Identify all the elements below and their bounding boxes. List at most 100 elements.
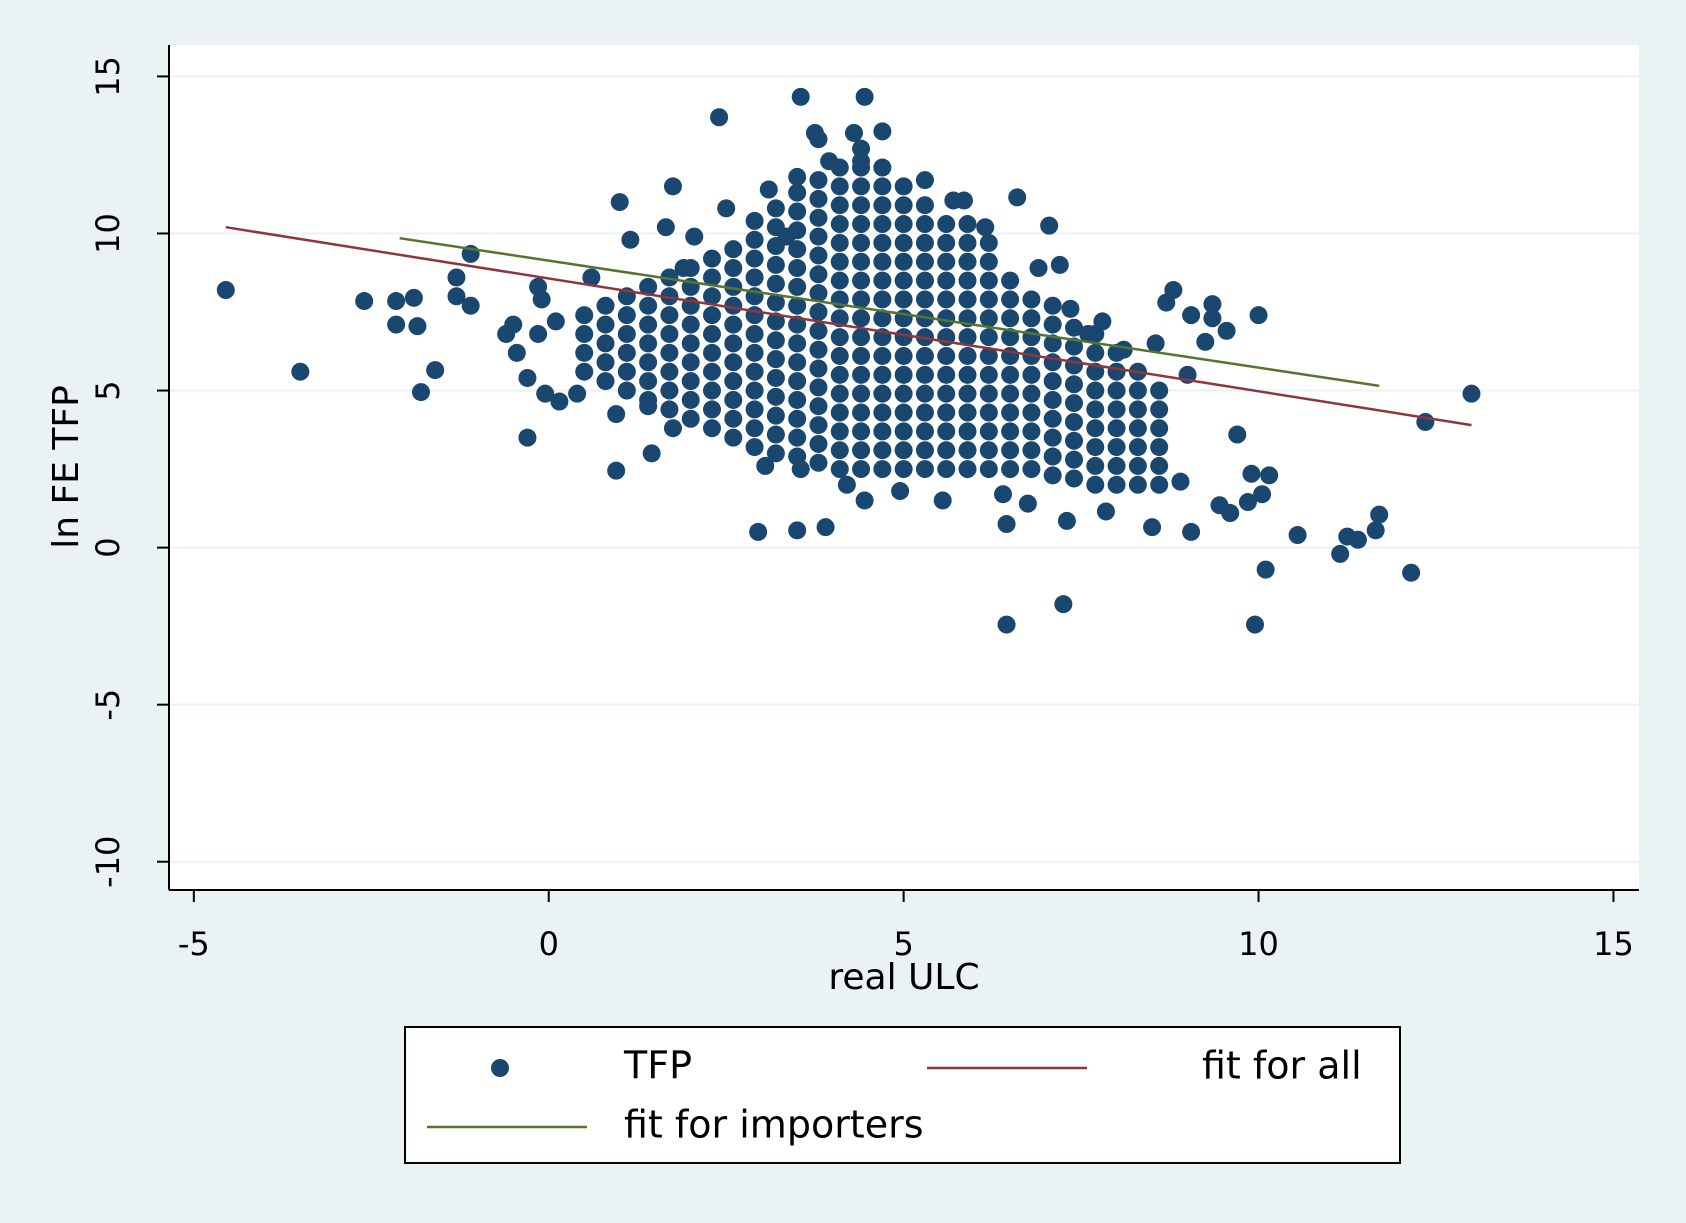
point xyxy=(1050,255,1069,274)
point xyxy=(1040,216,1059,235)
point xyxy=(873,252,892,271)
point xyxy=(575,306,594,325)
point xyxy=(830,158,849,177)
point xyxy=(1150,419,1169,438)
point xyxy=(1128,438,1147,457)
point xyxy=(915,196,934,215)
point xyxy=(937,460,956,479)
point xyxy=(660,306,679,325)
point xyxy=(1182,522,1201,541)
point xyxy=(1128,475,1147,494)
point xyxy=(1146,334,1165,353)
point xyxy=(915,215,934,234)
point xyxy=(788,202,807,221)
point xyxy=(724,390,743,409)
point xyxy=(937,441,956,460)
point xyxy=(575,324,594,343)
point xyxy=(1171,472,1190,491)
point xyxy=(1001,309,1020,328)
point xyxy=(958,460,977,479)
point xyxy=(639,390,658,409)
point xyxy=(1245,615,1264,634)
point xyxy=(873,309,892,328)
point xyxy=(894,233,913,252)
point xyxy=(617,362,636,381)
point xyxy=(852,309,871,328)
point xyxy=(788,372,807,391)
point xyxy=(1022,403,1041,422)
point xyxy=(1128,381,1147,400)
point xyxy=(873,384,892,403)
point xyxy=(894,384,913,403)
point xyxy=(717,199,736,218)
point xyxy=(596,334,615,353)
point xyxy=(702,400,721,419)
x-tick-label: 15 xyxy=(1593,925,1634,963)
point xyxy=(550,392,569,411)
point xyxy=(791,87,810,106)
point xyxy=(1022,441,1041,460)
point xyxy=(1086,400,1105,419)
point xyxy=(216,281,235,300)
point xyxy=(816,518,835,537)
point xyxy=(937,346,956,365)
point xyxy=(656,218,675,237)
point xyxy=(979,441,998,460)
point xyxy=(809,397,828,416)
point xyxy=(937,384,956,403)
point xyxy=(997,515,1016,534)
point xyxy=(915,346,934,365)
point xyxy=(745,381,764,400)
point xyxy=(1221,504,1240,523)
point xyxy=(937,403,956,422)
point xyxy=(1128,400,1147,419)
point xyxy=(830,441,849,460)
point xyxy=(979,365,998,384)
point xyxy=(1064,318,1083,337)
point xyxy=(607,405,626,424)
point xyxy=(1150,475,1169,494)
point xyxy=(1107,400,1126,419)
point xyxy=(830,196,849,215)
point xyxy=(1128,419,1147,438)
point xyxy=(915,171,934,190)
point xyxy=(745,438,764,457)
point xyxy=(575,362,594,381)
point xyxy=(933,491,952,510)
point xyxy=(766,293,785,312)
point xyxy=(1043,447,1062,466)
point xyxy=(830,252,849,271)
point xyxy=(979,384,998,403)
point xyxy=(639,296,658,315)
point xyxy=(958,346,977,365)
point xyxy=(1086,456,1105,475)
legend-box xyxy=(404,1026,1401,1164)
point xyxy=(979,403,998,422)
point xyxy=(681,372,700,391)
point xyxy=(1249,306,1268,325)
point xyxy=(915,384,934,403)
point xyxy=(1107,475,1126,494)
point xyxy=(1001,290,1020,309)
point xyxy=(724,372,743,391)
point xyxy=(873,403,892,422)
point xyxy=(873,441,892,460)
point xyxy=(724,296,743,315)
point xyxy=(660,381,679,400)
point xyxy=(837,475,856,494)
point xyxy=(894,215,913,234)
point xyxy=(710,108,729,127)
point xyxy=(1064,394,1083,413)
point xyxy=(788,409,807,428)
point xyxy=(915,422,934,441)
point xyxy=(766,255,785,274)
point xyxy=(639,334,658,353)
point xyxy=(702,419,721,438)
point xyxy=(915,441,934,460)
point xyxy=(954,191,973,210)
point xyxy=(788,428,807,447)
point xyxy=(915,365,934,384)
point xyxy=(1150,438,1169,457)
point xyxy=(958,271,977,290)
